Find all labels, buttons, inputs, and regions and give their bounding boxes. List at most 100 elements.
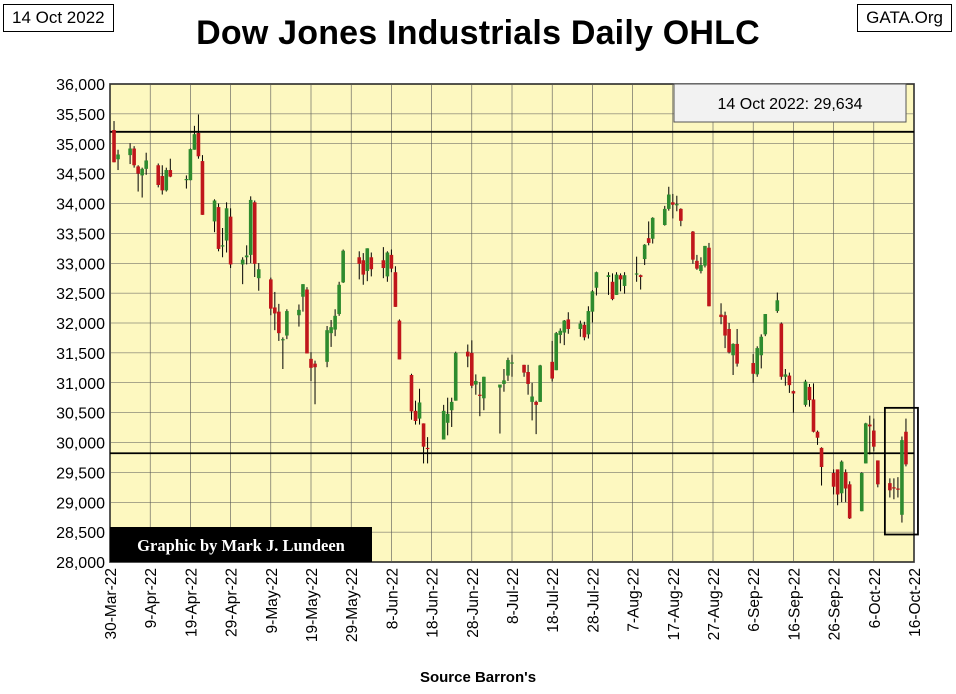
bar-body (751, 363, 755, 374)
x-tick-label: 9-Apr-22 (143, 568, 160, 628)
ohlc-bar (723, 311, 727, 349)
ohlc-bar (252, 200, 257, 277)
ohlc-bar (465, 344, 470, 368)
bar-body (896, 488, 900, 490)
bar-body (482, 376, 486, 399)
bar-body (421, 423, 426, 447)
bar-body (614, 274, 619, 295)
bar-body (538, 365, 542, 402)
bar-body (671, 202, 675, 205)
bar-body (606, 275, 611, 277)
ohlc-bar (675, 195, 679, 212)
ohlc-bar (164, 167, 169, 192)
bar-body (453, 352, 458, 401)
bar-body (719, 314, 723, 318)
y-tick-label: 32,000 (56, 316, 105, 333)
ohlc-bar (361, 253, 366, 285)
x-tick-label: 6-Sep-22 (746, 568, 763, 632)
ohlc-bar (277, 303, 281, 341)
bar-body (526, 371, 530, 384)
ohlc-bar (558, 328, 563, 344)
bar-body (634, 273, 639, 275)
ohlc-bar (566, 312, 571, 334)
ohlc-bar (727, 323, 731, 354)
x-tick-label: 29-Apr-22 (224, 568, 241, 637)
bar-body (727, 328, 731, 353)
ohlc-bar (385, 251, 390, 282)
bar-body (212, 200, 217, 222)
y-tick-label: 33,500 (56, 226, 105, 243)
bar-body (530, 396, 534, 402)
ohlc-bar (755, 346, 760, 377)
bar-body (872, 430, 876, 447)
ohlc-bar (646, 221, 651, 246)
x-tick-label: 19-May-22 (304, 568, 321, 642)
ohlc-bar (136, 165, 140, 192)
y-tick-label: 31,500 (56, 346, 105, 363)
bar-body (819, 447, 824, 467)
bar-body (116, 154, 120, 160)
ohlc-bar (562, 320, 567, 346)
x-tick-label: 16-Sep-22 (786, 568, 803, 640)
bar-body (554, 333, 559, 371)
bar-body (301, 284, 305, 297)
ohlc-bar (301, 284, 305, 312)
date-label: 14 Oct 2022 (3, 4, 114, 32)
chart-title: Dow Jones Industrials Daily OHLC (196, 14, 760, 52)
bar-body (216, 207, 221, 249)
bar-body (132, 148, 136, 166)
bar-body (200, 161, 205, 215)
ohlc-bar (843, 469, 848, 503)
ohlc-bar (192, 125, 197, 150)
bar-body (843, 472, 848, 489)
ohlc-bar (357, 251, 362, 280)
ohlc-bar (365, 248, 370, 282)
ohlc-bar (763, 314, 768, 337)
bar-body (192, 134, 197, 150)
bar-body (365, 248, 370, 272)
ohlc-bar (839, 460, 844, 503)
bar-body (735, 343, 739, 364)
ohlc-bar (859, 472, 864, 512)
ohlc-bar (112, 121, 116, 163)
ohlc-bar (634, 256, 639, 282)
ohlc-bar (867, 415, 872, 455)
ohlc-bar (256, 263, 261, 291)
bar-body (256, 269, 261, 279)
bar-body (638, 275, 643, 277)
ohlc-bar (530, 382, 534, 421)
ohlc-bar (779, 322, 784, 380)
bar-body (662, 208, 667, 226)
bar-body (228, 216, 233, 265)
ohlc-bar (819, 447, 824, 486)
ohlc-bar (787, 372, 792, 393)
bar-body (783, 374, 788, 377)
ohlc-bar (421, 423, 426, 464)
bar-body (240, 259, 245, 265)
bar-body (445, 413, 450, 423)
bar-body (369, 257, 374, 270)
ohlc-bar (325, 325, 329, 368)
ohlc-bar (863, 422, 868, 464)
ohlc-bar (671, 193, 675, 219)
ohlc-bar (482, 376, 486, 411)
ohlc-bar (240, 257, 245, 285)
bar-body (534, 401, 538, 405)
bar-body (417, 402, 422, 419)
ohlc-bar (872, 418, 876, 452)
ohlc-bar (413, 400, 418, 425)
x-tick-label: 29-May-22 (344, 568, 361, 642)
bar-body (558, 330, 563, 335)
bar-body (140, 168, 144, 176)
bar-body (128, 148, 132, 156)
bar-body (389, 254, 394, 269)
ohlc-bar (691, 230, 695, 264)
bar-body (465, 351, 470, 357)
ohlc-bar (775, 292, 780, 313)
bar-body (184, 179, 189, 181)
bar-body (164, 170, 169, 191)
ohlc-bar (244, 245, 249, 265)
ohlc-bar (791, 390, 796, 413)
bar-body (867, 424, 872, 427)
ohlc-bar (538, 364, 542, 402)
